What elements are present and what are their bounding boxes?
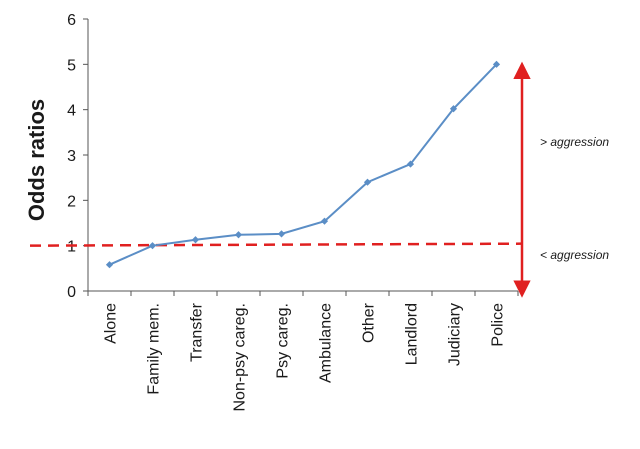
x-tick-label: Alone: [103, 303, 120, 344]
x-tick-label: Judiciary: [447, 303, 464, 366]
reference-line-group: [29, 242, 523, 247]
data-point: [277, 230, 286, 238]
y-tick-label: 1: [67, 239, 76, 256]
x-tick-label: Transfer: [189, 302, 206, 362]
annotations: > aggression < aggression: [513, 61, 609, 298]
data-point: [320, 217, 329, 225]
reference-line: [29, 242, 523, 247]
y-tick-label: 5: [67, 57, 76, 74]
data-point: [406, 160, 415, 168]
x-tick-label: Ambulance: [318, 303, 335, 383]
x-tick-label: Psy careg.: [275, 303, 292, 379]
data-point: [234, 231, 243, 239]
y-tick-label: 6: [67, 12, 76, 29]
annotation-below: < aggression: [540, 248, 609, 262]
data-point: [449, 105, 458, 113]
annotation-above: > aggression: [540, 135, 609, 149]
y-tick-label: 2: [67, 193, 76, 210]
y-axis-label: Odds ratios: [24, 99, 49, 221]
data-point: [492, 60, 501, 68]
x-tick-label: Landlord: [404, 303, 421, 365]
x-axis: Alone Family mem. Transfer Non-psy careg. Ps…: [87, 290, 519, 412]
data-point: [363, 178, 372, 186]
x-tick-label: Police: [490, 303, 507, 347]
x-tick-label: Other: [361, 302, 378, 343]
x-tick-label: Non-psy careg.: [232, 303, 249, 412]
y-tick-label: 3: [67, 148, 76, 165]
y-tick-label: 4: [67, 103, 76, 120]
series: [105, 60, 501, 269]
y-axis: 0 1 2 3 4 5 6: [67, 12, 89, 301]
data-point: [105, 261, 114, 269]
y-tick-label: 0: [67, 284, 76, 301]
x-tick-label: Family mem.: [146, 303, 163, 395]
data-point: [148, 242, 157, 250]
series-line: [109, 63, 498, 266]
data-point: [191, 236, 200, 244]
